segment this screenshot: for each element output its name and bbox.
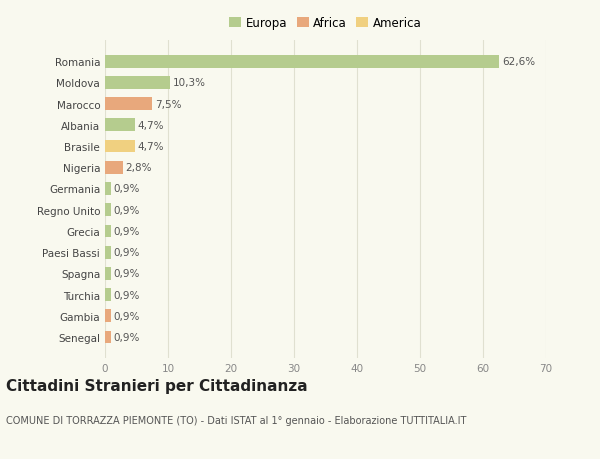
- Bar: [105, 162, 122, 174]
- Text: 0,9%: 0,9%: [113, 311, 140, 321]
- Bar: [105, 225, 110, 238]
- Legend: Europa, Africa, America: Europa, Africa, America: [227, 15, 424, 32]
- Text: 0,9%: 0,9%: [113, 269, 140, 279]
- Text: 0,9%: 0,9%: [113, 290, 140, 300]
- Text: 62,6%: 62,6%: [502, 57, 535, 67]
- Text: 0,9%: 0,9%: [113, 205, 140, 215]
- Bar: [105, 77, 170, 90]
- Text: 10,3%: 10,3%: [172, 78, 205, 88]
- Bar: [105, 183, 110, 196]
- Text: 0,9%: 0,9%: [113, 226, 140, 236]
- Text: 2,8%: 2,8%: [125, 163, 152, 173]
- Bar: [105, 289, 110, 301]
- Bar: [105, 204, 110, 217]
- Text: Cittadini Stranieri per Cittadinanza: Cittadini Stranieri per Cittadinanza: [6, 379, 308, 394]
- Bar: [105, 268, 110, 280]
- Text: 4,7%: 4,7%: [137, 142, 164, 152]
- Bar: [105, 119, 134, 132]
- Text: 4,7%: 4,7%: [137, 121, 164, 130]
- Bar: [105, 56, 499, 68]
- Text: 0,9%: 0,9%: [113, 184, 140, 194]
- Bar: [105, 140, 134, 153]
- Bar: [105, 246, 110, 259]
- Text: 0,9%: 0,9%: [113, 247, 140, 257]
- Text: 7,5%: 7,5%: [155, 100, 181, 109]
- Text: 0,9%: 0,9%: [113, 332, 140, 342]
- Text: COMUNE DI TORRAZZA PIEMONTE (TO) - Dati ISTAT al 1° gennaio - Elaborazione TUTTI: COMUNE DI TORRAZZA PIEMONTE (TO) - Dati …: [6, 415, 466, 425]
- Bar: [105, 331, 110, 344]
- Bar: [105, 310, 110, 323]
- Bar: [105, 98, 152, 111]
